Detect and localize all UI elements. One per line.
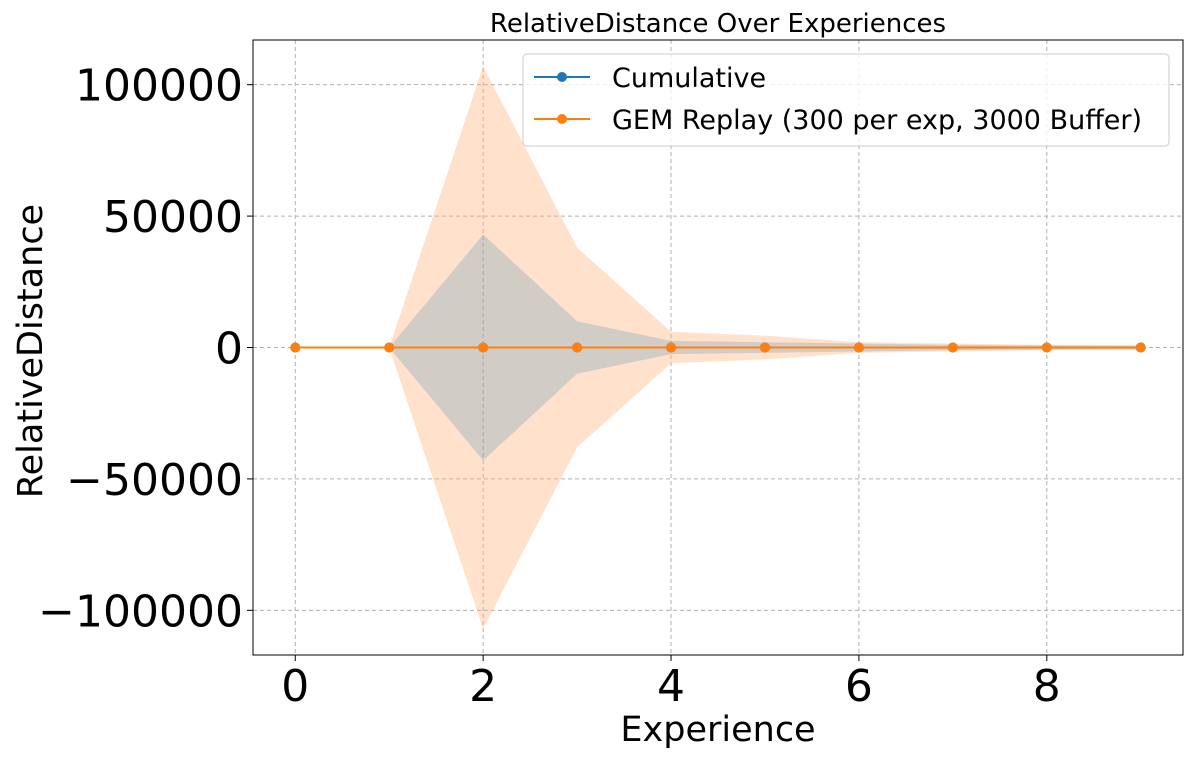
legend-label: GEM Replay (300 per exp, 3000 Buffer) — [612, 105, 1142, 136]
x-ticks: 0 2 4 6 8 — [281, 655, 1061, 712]
data-point-gem-replay — [1041, 342, 1052, 353]
data-point-gem-replay — [572, 342, 583, 353]
data-point-gem-replay — [1135, 342, 1146, 353]
legend-label: Cumulative — [612, 63, 766, 94]
y-tick-label: −100000 — [38, 586, 243, 637]
y-tick-label: 0 — [215, 324, 243, 375]
chart-title: RelativeDistance Over Experiences — [490, 9, 946, 39]
data-point-gem-replay — [759, 342, 770, 353]
legend-marker — [557, 72, 567, 82]
data-point-gem-replay — [478, 342, 489, 353]
data-point-gem-replay — [384, 342, 395, 353]
x-tick-label: 8 — [1033, 661, 1061, 712]
series-lines — [290, 342, 1146, 353]
data-point-gem-replay — [666, 342, 677, 353]
x-tick-label: 2 — [469, 661, 497, 712]
legend-box — [522, 53, 1170, 147]
legend-marker — [557, 114, 567, 124]
x-tick-label: 0 — [281, 661, 309, 712]
data-point-gem-replay — [290, 342, 301, 353]
legend: Cumulative GEM Replay (300 per exp, 3000 … — [522, 53, 1170, 147]
data-point-gem-replay — [853, 342, 864, 353]
y-ticks: −100000 −50000 0 50000 100000 — [38, 61, 253, 637]
x-axis-label: Experience — [620, 710, 815, 750]
x-tick-label: 6 — [845, 661, 873, 712]
legend-items: Cumulative GEM Replay (300 per exp, 3000 … — [534, 63, 1142, 136]
y-tick-label: −50000 — [66, 455, 243, 506]
y-tick-label: 100000 — [75, 61, 243, 112]
y-tick-label: 50000 — [103, 192, 243, 243]
y-axis-label: RelativeDistance — [11, 204, 51, 498]
x-tick-label: 4 — [657, 661, 685, 712]
data-point-gem-replay — [947, 342, 958, 353]
